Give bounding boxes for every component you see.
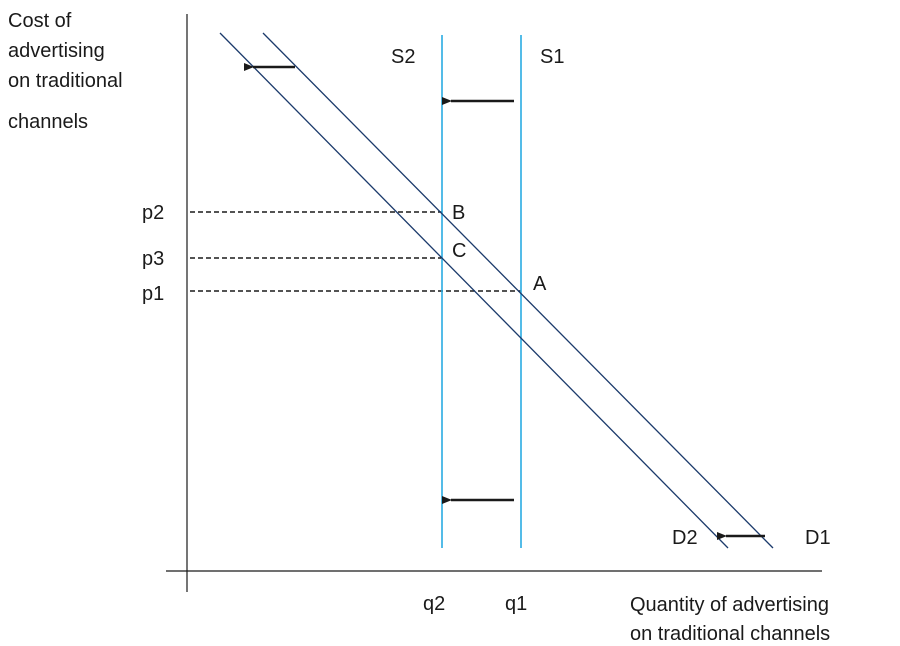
x-axis-label: Quantity of advertising on traditional c… (630, 594, 835, 645)
quantity-label-q1: q1 (505, 593, 527, 615)
demand-curve-d1 (262, 32, 774, 549)
point-label-c: C (452, 240, 466, 262)
price-label-p2: p2 (142, 202, 164, 224)
price-label-p3: p3 (142, 248, 164, 270)
quantity-label-q2: q2 (423, 593, 445, 615)
point-label-a: A (533, 273, 547, 295)
demand-curve-d2 (219, 32, 729, 549)
demand-label-d1: D1 (805, 527, 831, 549)
point-label-b: B (452, 202, 465, 224)
supply-label-s1: S1 (540, 46, 564, 68)
price-label-p1: p1 (142, 283, 164, 305)
demand-label-d2: D2 (672, 527, 698, 549)
y-axis-label: Cost of advertising on traditional chann… (8, 10, 128, 133)
supply-label-s2: S2 (391, 46, 415, 68)
